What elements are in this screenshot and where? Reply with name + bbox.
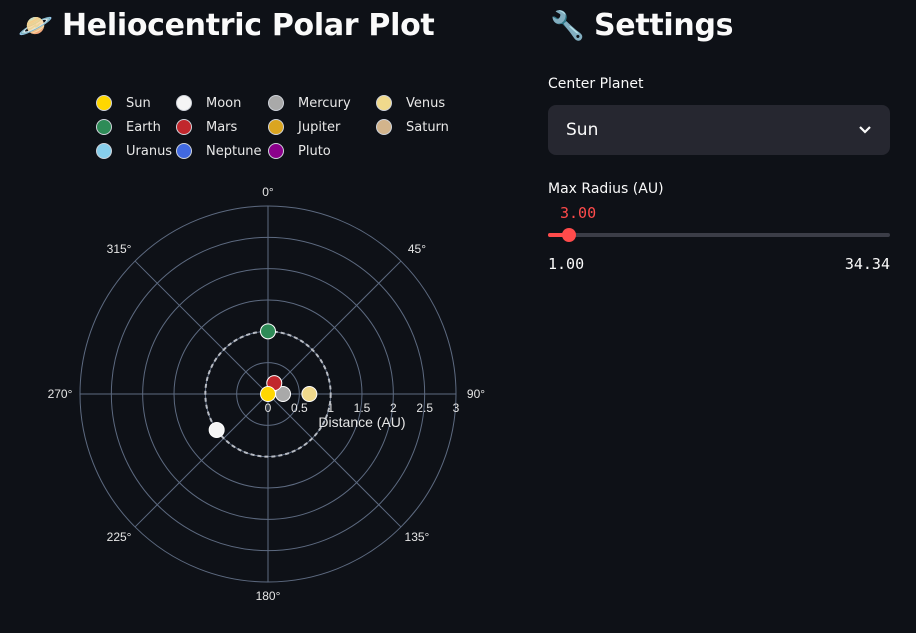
legend-item-earth[interactable]: Earth [96,118,176,136]
legend-label: Mars [206,119,238,135]
legend-swatch [376,95,392,111]
center-planet-value: Sun [566,120,599,140]
legend-item-neptune[interactable]: Neptune [176,142,268,160]
center-planet-select[interactable]: Sun [548,105,890,155]
legend-swatch [268,95,284,111]
legend-item-mercury[interactable]: Mercury [268,94,376,112]
radial-tick-label: 1.5 [354,401,371,415]
radial-gridline [236,362,300,426]
slider-max: 34.34 [844,255,890,273]
radial-gridline [173,299,363,489]
radial-tick-label: 3 [453,401,460,415]
slider-fill [548,233,569,237]
center-planet-label: Center Planet [548,76,644,92]
legend-item-uranus[interactable]: Uranus [96,142,176,160]
max-radius-value: 3.00 [560,204,597,222]
radial-gridline [79,205,457,583]
legend-label: Neptune [206,143,262,159]
angular-tick-label: 90° [467,387,485,401]
angular-tick-label: 135° [405,530,430,544]
chevron-down-icon [858,121,872,139]
radial-tick-label: 0 [265,401,272,415]
radial-gridline [142,268,394,520]
main-title-text: Heliocentric Polar Plot [62,8,435,43]
legend-label: Earth [126,119,161,135]
legend-item-saturn[interactable]: Saturn [376,118,476,136]
slider-min: 1.00 [548,255,585,273]
radial-tick-label: 2 [390,401,397,415]
data-point-venus [301,386,318,402]
legend-label: Sun [126,95,151,111]
max-radius-label: Max Radius (AU) [548,181,664,197]
legend-item-moon[interactable]: Moon [176,94,268,112]
data-point-moon [208,421,225,438]
legend-swatch [96,143,112,159]
legend-label: Uranus [126,143,173,159]
legend-label: Mercury [298,95,351,111]
radial-gridline [110,236,426,552]
radial-axis-title: Distance (AU) [318,414,405,430]
slider-thumb[interactable] [561,228,576,242]
planet-icon: 🪐 [18,9,53,42]
wrench-icon: 🔧 [550,9,585,42]
angular-tick-label: 0° [262,185,274,199]
radial-tick-label: 0.5 [291,401,308,415]
legend-swatch [268,143,284,159]
angular-tick-label: 45° [408,242,426,256]
main-title: 🪐 Heliocentric Polar Plot [18,8,435,43]
legend-item-sun[interactable]: Sun [96,94,176,112]
polar-chart: 0° 45° 90° 135° 180° 225° 270° 315° 0 0.5 1 1.5 2 2.5… [48,185,486,603]
settings-title: 🔧 Settings [550,8,734,43]
legend-item-jupiter[interactable]: Jupiter [268,118,376,136]
legend-label: Jupiter [298,119,341,135]
legend-swatch [176,95,192,111]
angular-tick-label: 180° [256,589,281,603]
legend-swatch [376,119,392,135]
angular-tick-label: 225° [107,530,132,544]
angular-tick-label: 270° [48,387,73,401]
legend-item-pluto[interactable]: Pluto [268,142,376,160]
legend-label: Saturn [406,119,449,135]
legend-swatch [176,143,192,159]
data-point-sun [260,386,276,402]
radial-tick-label: 2.5 [416,401,433,415]
settings-title-text: Settings [594,8,734,43]
max-radius-slider-track[interactable] [548,233,890,237]
legend-label: Moon [206,95,242,111]
legend-label: Venus [406,95,446,111]
angular-tick-label: 315° [107,242,132,256]
legend-swatch [96,95,112,111]
legend-swatch [96,119,112,135]
chart-legend: Sun Moon Mercury Venus Earth Mars Jupiter Satur… [96,94,486,160]
data-point-earth [260,323,276,340]
legend-label: Pluto [298,143,331,159]
legend-swatch [268,119,284,135]
legend-swatch [176,119,192,135]
legend-item-venus[interactable]: Venus [376,94,476,112]
legend-item-mars[interactable]: Mars [176,118,268,136]
radial-tick-label: 1 [327,401,334,415]
